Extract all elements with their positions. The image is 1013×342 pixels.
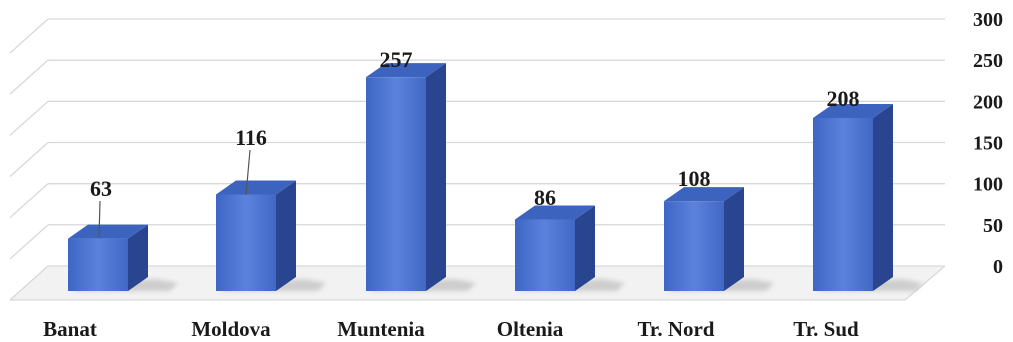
bar-tr-sud <box>813 117 873 291</box>
data-label: 86 <box>534 185 556 210</box>
data-label-leader <box>98 200 101 238</box>
y-tick-label: 250 <box>973 50 1003 72</box>
gridline-side <box>9 18 49 54</box>
bar-side-tr-sud <box>873 103 893 291</box>
bar-side-muntenia <box>426 63 446 292</box>
category-label: Moldova <box>191 317 271 341</box>
bar-top-banat <box>68 224 148 239</box>
category-label: Muntenia <box>337 317 425 341</box>
data-label: 108 <box>678 166 711 191</box>
category-label: Banat <box>43 317 97 341</box>
gridline-side <box>9 100 49 136</box>
gridline-side <box>9 183 49 219</box>
data-label: 208 <box>827 86 860 111</box>
bar-muntenia <box>366 77 426 292</box>
y-tick-label: 200 <box>973 91 1003 113</box>
data-label: 63 <box>90 176 112 201</box>
bar-side-moldova <box>276 180 296 291</box>
labels: 0 50 100 150 200 250 300 63 Banat 116 Moldova 257 Mu… <box>43 9 1003 341</box>
bar-banat <box>68 238 128 291</box>
category-label: Tr. Sud <box>793 317 859 341</box>
y-tick-label: 100 <box>973 174 1003 196</box>
floor-right-edge <box>904 265 946 301</box>
bar-side-oltenia <box>575 205 595 291</box>
gridline-side <box>9 142 49 177</box>
bar-top-oltenia <box>515 205 595 220</box>
bars <box>68 63 893 292</box>
bar-moldova <box>216 194 276 291</box>
bar-side-tr-nord <box>724 187 744 291</box>
bar-top-moldova <box>216 180 296 195</box>
data-label: 257 <box>380 47 413 72</box>
bar-top-tr-nord <box>664 187 744 202</box>
y-tick-label: 300 <box>973 9 1003 31</box>
gridline-side <box>9 265 49 301</box>
data-label-leader <box>245 149 251 196</box>
y-tick-label: 0 <box>993 256 1003 278</box>
bar-side-banat <box>128 224 148 291</box>
category-label: Oltenia <box>497 317 564 341</box>
y-tick-label: 50 <box>983 215 1003 237</box>
y-tick-label: 150 <box>973 133 1003 155</box>
bar-top-muntenia <box>366 63 446 78</box>
bar-top-tr-sud <box>813 103 893 118</box>
bar-oltenia <box>515 219 575 291</box>
gridlines <box>9 18 946 301</box>
data-label: 116 <box>235 125 267 150</box>
gridline-side <box>9 224 49 260</box>
gridline-side <box>9 59 49 95</box>
category-label: Tr. Nord <box>637 317 714 341</box>
bar-tr-nord <box>664 201 724 291</box>
